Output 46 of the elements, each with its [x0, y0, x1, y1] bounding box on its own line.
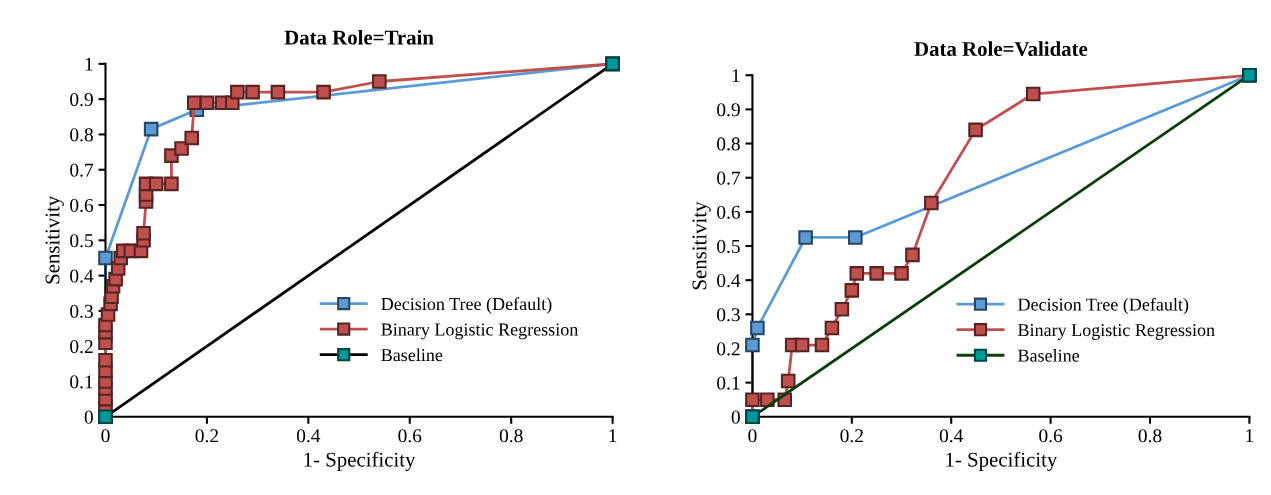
y-tick-label: 0.4 — [717, 273, 741, 288]
x-tick-label: 0.6 — [398, 429, 422, 443]
y-tick-label: 0.3 — [717, 308, 740, 322]
legend-label: Baseline — [381, 348, 443, 362]
y-tick-label: 1 — [732, 69, 740, 82]
x-axis-title: 1- Specificity — [946, 451, 1058, 471]
y-tick-label: 0.5 — [717, 239, 740, 254]
y-tick-label: 0.2 — [717, 342, 740, 356]
x-tick-label: 0.4 — [296, 429, 321, 443]
x-tick-label: 0.2 — [840, 429, 863, 443]
y-tick-label: 0.1 — [717, 376, 740, 390]
y-axis-title: Sensitivity — [45, 195, 64, 284]
y-tick-label: 0.8 — [70, 128, 93, 142]
legend-label: Baseline — [1018, 349, 1080, 362]
x-tick-label: 0.8 — [499, 429, 523, 443]
y-axis-title: Sensitivity — [692, 201, 711, 290]
x-tick-label: 0.6 — [1039, 429, 1063, 443]
y-tick-label: 0.1 — [70, 375, 93, 389]
legend-label: Decision Tree (Default) — [381, 297, 552, 314]
x-tick-label: 0 — [101, 429, 110, 443]
x-axis-title: 1- Specificity — [304, 451, 416, 471]
legend-label: Binary Logistic Regression — [1018, 324, 1215, 340]
y-tick-label: 0.7 — [70, 163, 94, 177]
y-tick-label: 0 — [84, 410, 93, 424]
y-tick-label: 1 — [85, 57, 93, 71]
y-tick-label: 0.4 — [70, 269, 94, 283]
legend-label: Decision Tree (Default) — [1018, 297, 1189, 315]
x-tick-label: 1 — [1246, 429, 1254, 443]
legend-label: Binary Logistic Regression — [381, 323, 579, 340]
y-tick-label: 0.5 — [70, 234, 93, 248]
y-tick-label: 0.9 — [70, 92, 93, 107]
y-tick-label: 0.6 — [717, 205, 741, 219]
y-tick-label: 0.9 — [717, 103, 740, 117]
y-tick-label: 0.3 — [70, 304, 93, 318]
y-tick-label: 0.6 — [70, 198, 94, 213]
x-tick-label: 1 — [609, 429, 617, 443]
x-tick-label: 0.4 — [939, 429, 964, 443]
chart-title: Data Role=Train — [284, 29, 434, 45]
chart-title: Data Role=Validate — [914, 41, 1088, 57]
x-tick-label: 0.2 — [195, 429, 218, 443]
y-tick-label: 0.7 — [717, 171, 741, 185]
x-tick-label: 0 — [748, 429, 757, 443]
y-tick-label: 0.2 — [70, 340, 93, 354]
y-tick-label: 0.8 — [717, 137, 740, 151]
y-tick-label: 0 — [731, 410, 740, 424]
x-tick-label: 0.8 — [1138, 429, 1162, 443]
